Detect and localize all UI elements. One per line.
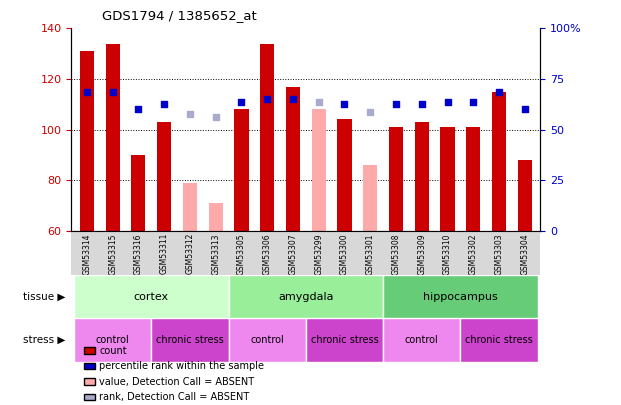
Text: control: control (250, 335, 284, 345)
Point (314, 98, 324, 105)
Text: GSM53316: GSM53316 (134, 233, 143, 275)
Text: GSM53314: GSM53314 (83, 233, 91, 275)
Text: chronic stress: chronic stress (156, 335, 224, 345)
Bar (312, 109, 326, 231)
Bar (460, 318, 538, 362)
Bar (152, 318, 229, 362)
Text: GSM53303: GSM53303 (494, 233, 504, 275)
Text: GSM53302: GSM53302 (469, 233, 478, 275)
Text: GSM53310: GSM53310 (443, 233, 452, 275)
Point (288, 96, 298, 102)
Point (107, 88, 117, 95)
Point (159, 101, 169, 107)
Text: GSM53304: GSM53304 (520, 233, 529, 275)
Bar (157, 122, 171, 231)
Text: GSM53309: GSM53309 (417, 233, 426, 275)
Point (185, 111, 195, 117)
Point (340, 101, 350, 107)
Bar (492, 92, 506, 231)
Bar (383, 318, 460, 362)
Bar (229, 275, 383, 318)
Text: hippocampus: hippocampus (423, 292, 498, 302)
Text: GSM53311: GSM53311 (160, 233, 169, 275)
Bar (415, 122, 429, 231)
Text: control: control (96, 335, 130, 345)
Text: GSM53315: GSM53315 (108, 233, 117, 275)
Point (365, 109, 375, 115)
Point (237, 98, 247, 105)
Bar (131, 155, 145, 231)
Text: value, Detection Call = ABSENT: value, Detection Call = ABSENT (99, 377, 255, 386)
Point (443, 98, 453, 105)
Text: GDS1794 / 1385652_at: GDS1794 / 1385652_at (102, 9, 257, 22)
Bar (74, 318, 152, 362)
Text: count: count (99, 346, 127, 356)
Bar (466, 127, 481, 231)
Bar (337, 119, 351, 231)
Bar (286, 87, 300, 231)
Text: GSM53305: GSM53305 (237, 233, 246, 275)
Text: GSM53307: GSM53307 (289, 233, 297, 275)
Bar (260, 43, 274, 231)
Point (82, 88, 92, 95)
Text: GSM53308: GSM53308 (391, 233, 401, 275)
Point (520, 106, 530, 113)
Point (468, 98, 478, 105)
Text: cortex: cortex (134, 292, 169, 302)
Text: amygdala: amygdala (278, 292, 333, 302)
Bar (306, 318, 383, 362)
Text: GSM53306: GSM53306 (263, 233, 272, 275)
Text: GSM53313: GSM53313 (211, 233, 220, 275)
Text: chronic stress: chronic stress (310, 335, 378, 345)
Bar (106, 43, 120, 231)
Point (417, 101, 427, 107)
Text: stress ▶: stress ▶ (23, 335, 65, 345)
Point (211, 114, 220, 120)
Bar (229, 318, 306, 362)
Point (134, 106, 143, 113)
Text: percentile rank within the sample: percentile rank within the sample (99, 361, 265, 371)
Text: GSM53300: GSM53300 (340, 233, 349, 275)
Bar (389, 127, 403, 231)
Text: GSM53301: GSM53301 (366, 233, 374, 275)
Text: chronic stress: chronic stress (465, 335, 533, 345)
Bar (363, 165, 378, 231)
Text: GSM53312: GSM53312 (186, 233, 194, 275)
Bar (79, 51, 94, 231)
Bar (383, 275, 538, 318)
Point (391, 101, 401, 107)
Bar (518, 160, 532, 231)
Bar (74, 275, 229, 318)
Text: control: control (405, 335, 438, 345)
Bar (234, 109, 248, 231)
Text: rank, Detection Call = ABSENT: rank, Detection Call = ABSENT (99, 392, 250, 402)
Text: GSM53299: GSM53299 (314, 233, 323, 275)
Text: tissue ▶: tissue ▶ (23, 292, 65, 302)
Bar (440, 127, 455, 231)
Bar (209, 203, 223, 231)
Bar (183, 183, 197, 231)
Point (262, 96, 272, 102)
Point (494, 88, 504, 95)
